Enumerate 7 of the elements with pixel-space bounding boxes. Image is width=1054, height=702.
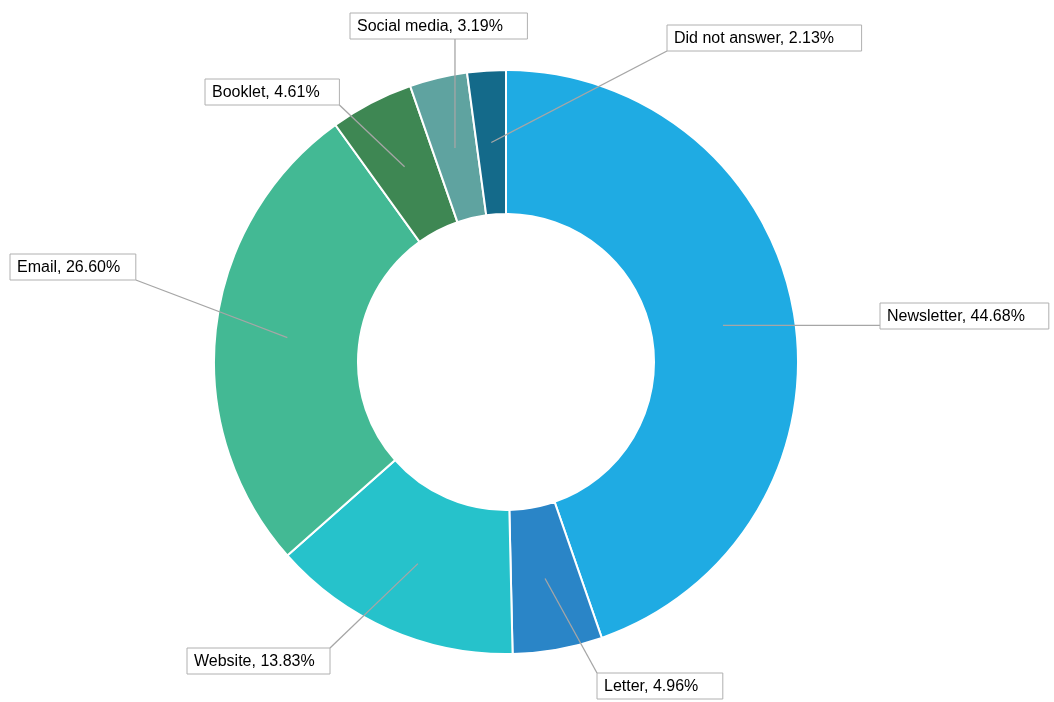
slice-label: Social media, 3.19% (357, 17, 503, 34)
slice-label: Letter, 4.96% (604, 677, 699, 694)
slice-label: Newsletter, 44.68% (887, 307, 1025, 324)
slice-label: Did not answer, 2.13% (674, 29, 835, 46)
slice-label: Website, 13.83% (194, 652, 315, 669)
slice-label: Email, 26.60% (17, 258, 121, 275)
slice-label: Booklet, 4.61% (212, 83, 320, 100)
